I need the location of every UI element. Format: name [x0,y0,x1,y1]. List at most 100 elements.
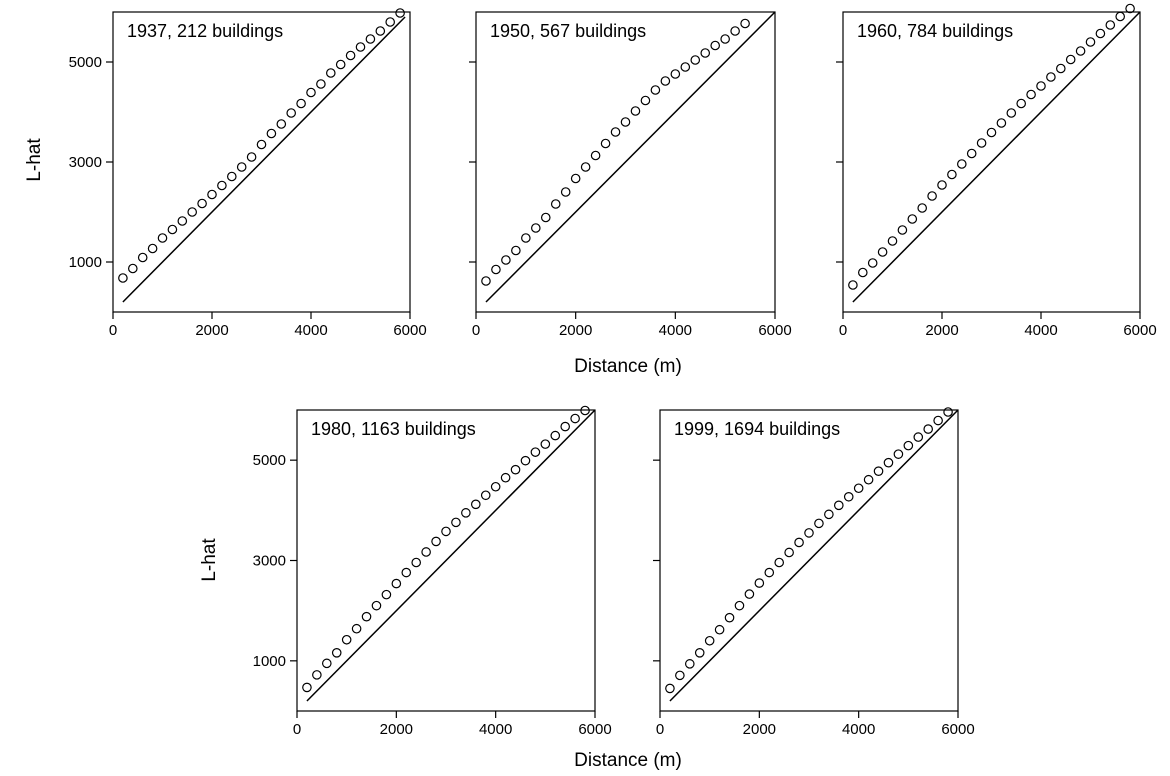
data-point [863,474,874,485]
data-point [411,557,421,568]
data-point [325,68,336,78]
data-point [560,421,570,432]
data-point [540,212,551,223]
data-point [833,500,844,511]
data-point [1026,89,1036,100]
data-point [734,600,745,611]
data-point [943,407,953,417]
y-tick-label: 3000 [253,553,286,570]
x-tick-label: 4000 [659,322,692,339]
data-point [560,187,571,197]
data-point [167,224,178,235]
data-point [217,180,227,191]
x-tick-label: 2000 [559,322,592,339]
data-point [1036,81,1046,91]
data-point [1125,3,1135,14]
y-tick-label: 5000 [253,452,286,469]
reference-line [669,409,959,702]
data-point [286,108,296,118]
panel-title: 1960, 784 buildings [857,21,1013,41]
panel-title: 1980, 1163 buildings [311,419,476,439]
x-axis-title-bottom: Distance (m) [574,750,682,771]
x-tick-label: 0 [293,721,301,738]
x-tick-label: 0 [472,322,480,339]
data-point [480,490,491,501]
data-point [441,526,451,537]
x-tick-label: 4000 [479,721,512,738]
data-point [675,670,685,681]
data-point [580,162,591,172]
data-point [351,623,362,634]
data-point [335,59,346,70]
data-point [470,499,481,510]
x-tick-label: 2000 [195,322,228,339]
data-point [246,152,257,162]
data-point [923,424,933,434]
panel-title: 1950, 567 buildings [490,21,646,41]
data-point [331,648,342,658]
data-point [700,48,711,58]
data-point [933,415,943,426]
data-point [580,405,590,416]
data-point [704,635,715,646]
data-point [976,138,987,148]
x-tick-label: 4000 [842,721,875,738]
data-point [1056,63,1066,74]
data-point [511,245,521,256]
data-point [401,567,412,578]
y-tick-label: 1000 [69,254,102,271]
x-tick-label: 0 [109,322,117,339]
x-tick-label: 4000 [1024,322,1057,339]
data-point [296,98,306,109]
data-point [630,106,641,116]
data-point [501,255,511,265]
x-tick-label: 0 [839,322,847,339]
data-point [720,34,730,44]
data-point [684,659,695,669]
data-point [128,263,138,274]
x-tick-label: 0 [656,721,664,738]
y-tick-label: 5000 [69,54,102,71]
data-point [714,624,725,635]
data-point [365,34,376,44]
data-point [956,159,967,169]
data-point [1016,98,1026,109]
data-point [754,578,765,588]
data-point [321,658,332,669]
panel-3: 0 2000 4000 6000 1960, 784 buildings [836,3,1157,339]
data-point [381,589,392,600]
data-point [610,127,621,137]
data-point [570,173,581,184]
data-point [521,233,531,243]
data-point [490,481,501,492]
data-point [1085,37,1096,47]
data-point [431,536,441,547]
data-point [927,191,937,201]
data-point [570,413,580,424]
data-point [996,118,1007,128]
y-axis-title-bottom: L-hat [199,538,220,582]
data-point [913,432,924,442]
data-point [867,258,878,268]
data-point [345,50,356,61]
data-point [640,95,651,106]
data-point [530,223,541,233]
data-point [355,42,366,52]
data-point [375,26,386,36]
data-point [1115,11,1125,22]
reference-line [122,16,406,303]
x-tick-label: 6000 [1123,322,1156,339]
reference-line [852,11,1141,303]
x-tick-label: 6000 [941,721,974,738]
data-point [491,264,501,275]
data-point [665,683,675,694]
data-point [1006,108,1017,118]
data-point [893,449,904,459]
x-tick-label: 6000 [758,322,791,339]
data-point [1105,20,1116,30]
data-point [481,276,491,286]
data-point [873,466,884,477]
data-point [590,150,601,161]
y-tick-label: 3000 [69,154,102,171]
